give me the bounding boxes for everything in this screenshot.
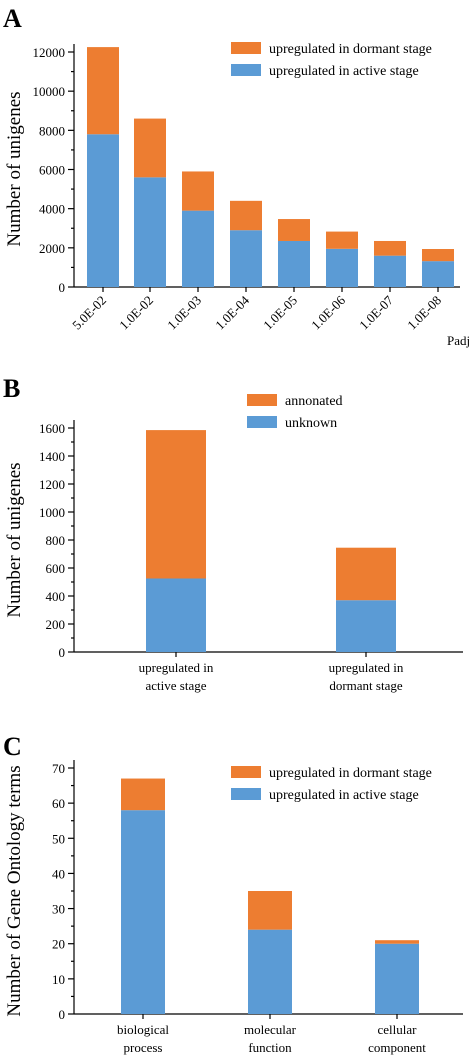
x-tick-label: biological [117, 1022, 169, 1037]
y-tick-label: 8000 [39, 123, 65, 138]
y-tick-label: 400 [46, 589, 66, 604]
x-tick-label: 1.0E-04 [212, 292, 252, 332]
y-tick-label: 0 [59, 280, 66, 295]
panel-letter: B [3, 374, 20, 403]
y-tick-label: 1000 [39, 505, 65, 520]
y-tick-label: 70 [52, 761, 65, 776]
x-tick-label: 1.0E-06 [308, 292, 348, 332]
bar-segment [182, 210, 214, 287]
y-tick-label: 10000 [33, 84, 66, 99]
legend-label: unknown [285, 416, 337, 431]
y-tick-label: 50 [52, 831, 65, 846]
y-tick-label: 600 [46, 561, 66, 576]
x-tick-label: cellular [378, 1022, 418, 1037]
x-tick-label: upregulated in [139, 660, 214, 675]
bar-segment [121, 810, 165, 1014]
x-tick-label: 1.0E-03 [164, 293, 204, 333]
x-tick-label: 1.0E-02 [116, 293, 156, 333]
y-tick-label: 60 [52, 796, 65, 811]
y-tick-label: 6000 [39, 163, 65, 178]
bar-segment [375, 943, 419, 1014]
x-tick-label: 1.0E-08 [404, 293, 444, 333]
x-tick-label: dormant stage [329, 678, 403, 693]
y-tick-label: 20 [52, 937, 65, 952]
bar-segment [248, 891, 292, 930]
bar-segment [374, 255, 406, 287]
legend-swatch [231, 788, 261, 800]
legend-swatch [231, 64, 261, 76]
y-tick-label: 1400 [39, 449, 65, 464]
bar-segment [87, 134, 119, 287]
legend-label: upregulated in active stage [269, 64, 419, 79]
bar-segment [230, 230, 262, 287]
panel-letter: C [3, 732, 22, 761]
bar-segment [248, 929, 292, 1014]
x-tick-label: component [368, 1040, 426, 1055]
bar-segment [422, 261, 454, 287]
legend-swatch [231, 766, 261, 778]
legend-swatch [247, 394, 277, 406]
bar-segment [146, 578, 206, 652]
bar-segment [336, 547, 396, 601]
y-tick-label: 12000 [33, 45, 66, 60]
x-tick-label: upregulated in [329, 660, 404, 675]
x-tick-label: function [248, 1040, 292, 1055]
x-axis-label: Padj [447, 333, 470, 348]
y-tick-label: 10 [52, 972, 65, 987]
y-axis-label: Number of Gene Ontology terms [4, 765, 25, 1016]
bar-segment [326, 231, 358, 249]
y-tick-label: 800 [46, 533, 66, 548]
legend-label: upregulated in active stage [269, 788, 419, 803]
y-tick-label: 0 [59, 1007, 66, 1022]
x-tick-label: process [124, 1040, 163, 1055]
legend-label: upregulated in dormant stage [269, 766, 432, 781]
bar-segment [134, 118, 166, 178]
bar-segment [375, 940, 419, 944]
chart-panel-b: B Number of unigenes 0 200 400 600 800 1000 1200… [3, 374, 463, 693]
y-tick-label: 0 [59, 645, 66, 660]
x-tick-label: active stage [146, 678, 207, 693]
x-tick-label: 1.0E-07 [356, 292, 396, 332]
bar-segment [182, 171, 214, 211]
bar-segment [230, 200, 262, 231]
legend-label: annonated [285, 394, 343, 409]
x-tick-label: molecular [244, 1022, 297, 1037]
y-axis-label: Number of unigenes [4, 91, 25, 246]
y-tick-label: 30 [52, 902, 65, 917]
y-tick-label: 4000 [39, 202, 65, 217]
chart-panel-c: C Number of Gene Ontology terms 0 10 20 30 40 5… [3, 732, 463, 1055]
panel-letter: A [3, 4, 22, 33]
bar-segment [134, 177, 166, 287]
y-tick-label: 2000 [39, 241, 65, 256]
bar-segment [326, 248, 358, 287]
bar-segment [146, 430, 206, 579]
x-tick-label: 5.0E-02 [69, 293, 109, 333]
bar-segment [87, 47, 119, 135]
bar-segment [336, 600, 396, 652]
bar-segment [278, 240, 310, 287]
bar-segment [278, 219, 310, 241]
bar-segment [422, 249, 454, 262]
bar-segment [121, 778, 165, 811]
y-tick-label: 1200 [39, 477, 65, 492]
legend-swatch [247, 416, 277, 428]
y-tick-label: 40 [52, 866, 65, 881]
y-axis-label: Number of unigenes [4, 462, 25, 617]
legend-swatch [231, 42, 261, 54]
y-tick-label: 200 [46, 617, 66, 632]
x-tick-label: 1.0E-05 [260, 293, 300, 333]
legend-label: upregulated in dormant stage [269, 42, 432, 57]
y-tick-label: 1600 [39, 421, 65, 436]
chart-panel-a: A Number of unigenes 0 2000 4000 6000 8000 1000… [3, 4, 470, 348]
bar-segment [374, 240, 406, 256]
